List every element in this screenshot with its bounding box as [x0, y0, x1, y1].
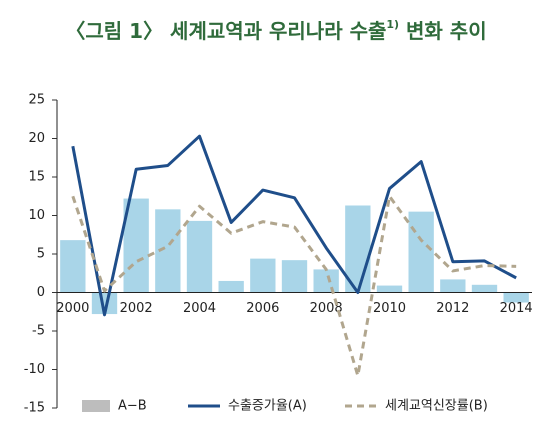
title-superscript: 1) — [386, 18, 399, 31]
legend-swatch — [82, 400, 110, 412]
bar — [440, 279, 466, 293]
x-tick-label: 2002 — [120, 301, 153, 316]
x-tick-label: 2010 — [373, 301, 406, 316]
bar — [186, 220, 213, 293]
x-tick-label: 2008 — [310, 301, 343, 316]
line-series — [71, 134, 517, 317]
legend-label: 수출증가율(A) — [228, 399, 307, 414]
chart-title: 〈그림 1〉 세계교역과 우리나라 수출1) 변화 추이 — [65, 18, 486, 43]
title-suffix: 변화 추이 — [399, 19, 487, 43]
y-tick-label: 20 — [28, 131, 45, 146]
line-series — [71, 194, 517, 378]
bar — [218, 280, 244, 293]
y-tick-label: 10 — [28, 208, 45, 223]
y-tick-label: 0 — [37, 285, 45, 300]
bar — [408, 211, 434, 293]
bar — [503, 292, 529, 303]
bar — [250, 258, 276, 293]
y-tick-label: 25 — [28, 93, 45, 108]
x-tick-label: 2006 — [246, 301, 279, 316]
bar — [281, 260, 308, 293]
y-tick-label: -15 — [24, 401, 45, 416]
x-tick-label: 2012 — [436, 301, 469, 316]
x-tick-label: 2004 — [183, 301, 216, 316]
legend-label: 세계교역신장률(B) — [385, 399, 488, 414]
legend-label: A−B — [118, 399, 147, 414]
bar — [313, 269, 339, 293]
y-tick-label: -10 — [24, 362, 45, 377]
bar — [60, 240, 86, 293]
y-tick-label: -5 — [32, 324, 45, 339]
x-tick-label: 2000 — [56, 301, 89, 316]
bar — [376, 285, 403, 293]
bar — [91, 292, 118, 315]
title-main: 〈그림 1〉 세계교역과 우리나라 수출 — [65, 19, 386, 43]
y-tick-label: 15 — [28, 170, 45, 185]
bar — [471, 284, 498, 293]
x-tick-label: 2014 — [500, 301, 533, 316]
y-tick-label: 5 — [37, 247, 45, 262]
